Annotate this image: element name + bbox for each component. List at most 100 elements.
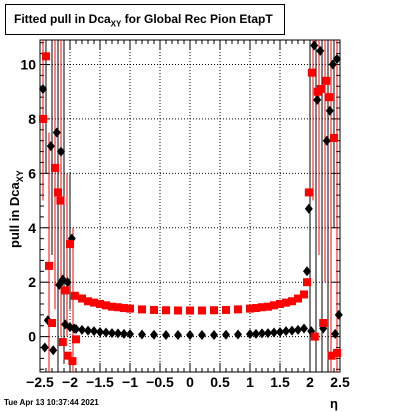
data-point bbox=[258, 303, 266, 312]
data-point bbox=[234, 305, 242, 314]
data-point bbox=[276, 299, 284, 308]
data-point bbox=[70, 291, 79, 300]
data-point bbox=[108, 302, 116, 311]
x-tick-label: −2 bbox=[62, 374, 78, 390]
data-point bbox=[114, 303, 122, 312]
data-point bbox=[316, 45, 325, 56]
data-point bbox=[63, 277, 72, 288]
y-tick-label: 8 bbox=[28, 111, 36, 127]
data-point bbox=[46, 141, 55, 152]
data-point bbox=[162, 306, 170, 315]
data-point bbox=[66, 240, 74, 249]
data-point bbox=[303, 266, 311, 277]
data-point bbox=[84, 297, 92, 306]
x-tick-label: −1.5 bbox=[86, 374, 114, 390]
x-tick-label: 1 bbox=[246, 374, 254, 390]
data-point bbox=[42, 52, 50, 61]
data-point bbox=[52, 127, 61, 138]
data-point bbox=[108, 328, 116, 339]
data-point bbox=[258, 328, 266, 339]
data-point bbox=[49, 345, 58, 356]
chart-title: Fitted pull in DcaXY for Global Rec Pion… bbox=[5, 4, 285, 35]
x-axis-label: η bbox=[330, 396, 338, 411]
data-point bbox=[56, 196, 65, 205]
data-point bbox=[96, 326, 104, 337]
data-point bbox=[126, 304, 134, 313]
x-tick-label: 1.5 bbox=[270, 374, 290, 390]
data-point bbox=[68, 357, 77, 366]
x-tick-label: 2 bbox=[306, 374, 314, 390]
data-point bbox=[327, 351, 336, 360]
data-point bbox=[325, 105, 334, 116]
data-point bbox=[333, 348, 341, 357]
data-point bbox=[90, 326, 98, 337]
data-point bbox=[282, 326, 290, 337]
data-point bbox=[51, 163, 59, 172]
data-point bbox=[246, 329, 254, 340]
data-point bbox=[304, 188, 313, 197]
data-point bbox=[333, 54, 341, 65]
data-point bbox=[57, 146, 65, 157]
data-point bbox=[331, 328, 340, 339]
data-point bbox=[186, 306, 194, 315]
data-point bbox=[210, 306, 218, 315]
title-subscript: XY bbox=[110, 19, 122, 29]
data-point bbox=[39, 114, 47, 123]
data-point bbox=[264, 328, 272, 339]
data-point bbox=[328, 59, 337, 70]
data-point bbox=[282, 298, 290, 307]
data-point bbox=[288, 297, 296, 306]
data-point bbox=[40, 342, 49, 353]
data-point bbox=[72, 335, 80, 344]
data-point bbox=[316, 84, 325, 93]
data-point bbox=[162, 329, 170, 340]
data-point bbox=[264, 302, 272, 311]
x-tick-label: −1 bbox=[122, 374, 138, 390]
data-point bbox=[198, 329, 206, 340]
title-suffix: for Global Rec Pion EtapT bbox=[121, 12, 273, 26]
y-axis-label-sub: XY bbox=[15, 170, 25, 182]
data-point bbox=[300, 290, 308, 299]
data-point bbox=[174, 306, 182, 315]
data-point bbox=[276, 326, 284, 337]
data-point bbox=[334, 309, 343, 320]
y-axis-label: pull in DcaXY bbox=[7, 170, 25, 248]
data-point bbox=[304, 203, 313, 214]
data-point bbox=[90, 298, 98, 307]
x-tick-label: 2.5 bbox=[330, 374, 350, 390]
y-tick-label: 4 bbox=[28, 220, 36, 236]
data-point bbox=[310, 332, 319, 341]
grid-lines bbox=[40, 40, 340, 372]
y-tick-label: 0 bbox=[28, 329, 36, 345]
timestamp: Tue Apr 13 10:37:44 2021 bbox=[4, 398, 99, 407]
data-point bbox=[78, 324, 86, 335]
data-point bbox=[294, 324, 302, 335]
data-point bbox=[45, 261, 53, 270]
data-point bbox=[72, 324, 80, 335]
y-tick-label: 6 bbox=[28, 165, 36, 181]
y-tick-label: 10 bbox=[20, 56, 36, 72]
sigma-series bbox=[39, 52, 341, 366]
data-point bbox=[138, 305, 146, 314]
data-point bbox=[222, 329, 230, 340]
data-point bbox=[319, 319, 328, 328]
x-tick-label: 0 bbox=[186, 374, 194, 390]
data-point bbox=[322, 76, 331, 85]
data-point bbox=[252, 328, 260, 339]
data-point bbox=[120, 304, 128, 313]
data-point bbox=[61, 286, 70, 295]
data-point bbox=[54, 188, 62, 197]
svg-text:pull in DcaXY: pull in DcaXY bbox=[7, 170, 25, 248]
data-point bbox=[102, 301, 110, 310]
x-tick-label: −0.5 bbox=[146, 374, 174, 390]
data-point bbox=[300, 323, 308, 334]
data-point bbox=[186, 329, 194, 340]
data-point bbox=[313, 94, 322, 105]
data-point bbox=[270, 301, 278, 310]
data-point bbox=[150, 329, 158, 340]
data-point bbox=[294, 294, 302, 303]
data-point bbox=[246, 304, 254, 313]
data-point bbox=[102, 327, 110, 338]
y-tick-label: 2 bbox=[28, 274, 36, 290]
